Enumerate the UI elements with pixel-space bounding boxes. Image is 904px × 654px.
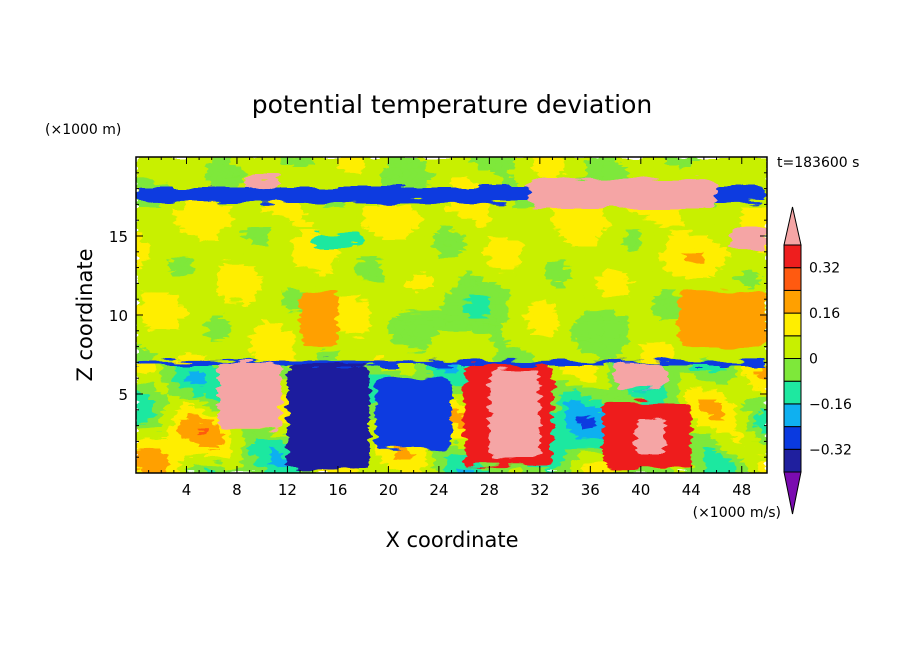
time-label: t=183600 s (777, 155, 859, 171)
x-tick-label: 20 (379, 481, 398, 499)
field-feature (527, 179, 717, 208)
colorbar-segment (783, 358, 802, 382)
x-tick-label: 36 (581, 481, 600, 499)
x-axis-label: X coordinate (385, 528, 518, 552)
field-feature (634, 420, 667, 453)
colorbar-segment (783, 244, 802, 269)
x-tick-label: 12 (278, 481, 297, 499)
x-tick-label: 44 (682, 481, 701, 499)
field-feature (136, 360, 767, 366)
colorbar-segment (783, 289, 802, 314)
x-tick-label: 28 (480, 481, 499, 499)
field-feature (729, 226, 767, 249)
field-feature (287, 365, 370, 470)
x-tick-label: 40 (631, 481, 650, 499)
y-tick-label: 15 (109, 228, 128, 246)
x-tick-label: 32 (530, 481, 549, 499)
colorbar-segment (783, 426, 802, 450)
colorbar-segment (783, 380, 802, 405)
y-axis-unit: (×1000 m) (45, 122, 121, 138)
field-feature (218, 362, 282, 429)
colorbar-tick-label: −0.16 (809, 397, 852, 413)
colorbar-tick-label: 0.32 (809, 261, 840, 277)
colorbar-segment (783, 403, 802, 428)
colorbar: 0.32 0.16 0 −0.16 −0.32 (783, 206, 852, 515)
chart-title: potential temperature deviation (252, 90, 652, 119)
field-feature (243, 175, 282, 189)
x-tick-label: 24 (429, 481, 448, 499)
x-tick-label: 8 (232, 481, 242, 499)
x-tick-label: 48 (732, 481, 751, 499)
x-axis-unit: (×1000 m/s) (693, 505, 781, 521)
y-tick-label: 5 (118, 386, 128, 404)
field-feature (489, 370, 540, 458)
colorbar-tick-label: 0 (809, 352, 818, 368)
colorbar-tick-label: 0.16 (809, 306, 840, 322)
y-axis-label: Z coordinate (73, 248, 97, 381)
contour-field (136, 157, 767, 473)
colorbar-segment (783, 448, 802, 473)
y-axis-ticks: 5 10 15 (109, 172, 767, 458)
colorbar-segment (783, 267, 802, 291)
field-feature (375, 378, 452, 450)
field-feature (312, 232, 364, 248)
colorbar-segment (783, 312, 802, 337)
x-tick-label: 4 (182, 481, 192, 499)
colorbar-segment (783, 335, 802, 359)
y-tick-label: 10 (109, 307, 128, 325)
colorbar-extend-bottom (783, 471, 802, 515)
field-feature (678, 291, 767, 347)
colorbar-extend-top (783, 206, 802, 246)
x-axis-ticks: 4 8 12 16 20 24 28 32 36 40 44 48 (148, 157, 755, 499)
field-feature (615, 362, 667, 390)
colorbar-tick-label: −0.32 (809, 442, 852, 458)
field-feature (300, 291, 338, 347)
x-tick-label: 16 (328, 481, 347, 499)
